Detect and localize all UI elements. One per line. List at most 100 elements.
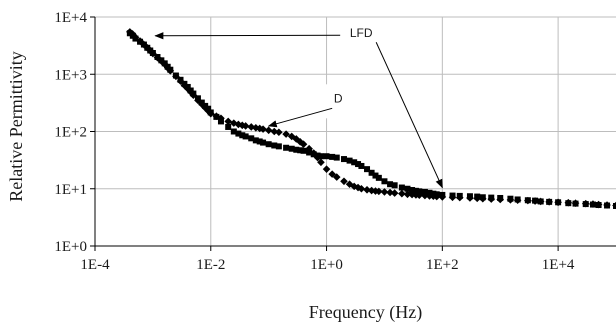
data-point-square: [358, 162, 365, 169]
annotations: LFD D: [154, 23, 443, 189]
data-point-square: [288, 145, 295, 152]
data-point-square: [329, 153, 336, 160]
data-point-diamond: [204, 106, 212, 115]
data-point-square: [372, 172, 379, 179]
data-point-diamond: [375, 187, 383, 196]
data-point-square: [265, 141, 272, 148]
data-point-diamond: [390, 189, 399, 197]
data-point-diamond: [305, 144, 313, 153]
data-point-diamond: [313, 153, 322, 162]
data-point-diamond: [131, 33, 140, 42]
data-point-diamond: [545, 198, 553, 206]
data-point-square: [368, 169, 375, 176]
data-point-square: [416, 188, 423, 195]
series-diamond: [126, 28, 616, 210]
data-point-diamond: [136, 37, 144, 45]
data-point-diamond: [180, 81, 189, 90]
data-point-diamond: [386, 188, 394, 197]
data-point-diamond: [589, 200, 597, 208]
data-point-diamond: [238, 121, 247, 130]
data-point-square: [355, 161, 362, 168]
data-point-square: [252, 137, 259, 144]
data-point-square: [293, 146, 300, 153]
data-point-diamond: [594, 200, 603, 209]
grid: [95, 16, 616, 246]
data-point-diamond: [603, 201, 611, 209]
data-point-diamond: [217, 114, 225, 123]
data-point-square: [404, 185, 411, 192]
data-point-diamond: [524, 196, 532, 205]
data-point-diamond: [438, 193, 447, 201]
data-point-diamond: [264, 126, 273, 135]
data-point-square: [235, 130, 242, 137]
data-point-diamond: [581, 199, 590, 208]
data-point-square: [300, 147, 307, 154]
data-point-diamond: [241, 122, 250, 130]
data-point-diamond: [513, 196, 522, 205]
data-point-diamond: [403, 190, 412, 199]
series-square: [126, 30, 616, 209]
lfd-arrow-left: [154, 32, 341, 40]
d-label-background: [314, 84, 355, 119]
data-point-diamond: [309, 149, 318, 157]
data-point-diamond: [350, 182, 358, 191]
data-point-diamond: [332, 173, 341, 181]
data-point-square: [364, 166, 371, 173]
data-point-diamond: [354, 183, 362, 192]
data-point-diamond: [255, 124, 264, 133]
data-point-square: [297, 147, 304, 154]
data-point-square: [230, 128, 237, 135]
data-point-square: [351, 159, 358, 166]
data-point-diamond: [317, 158, 325, 167]
data-point-diamond: [506, 196, 515, 204]
data-point-diamond: [363, 185, 371, 194]
y-tick-label: 1E+0: [54, 239, 87, 255]
data-point-square: [239, 132, 246, 139]
lfd-label-background: [340, 23, 383, 42]
data-point-diamond: [380, 188, 389, 196]
data-point-diamond: [487, 195, 496, 203]
data-point-diamond: [146, 46, 155, 55]
data-point-diamond: [143, 43, 152, 52]
data-point-diamond: [183, 84, 192, 93]
axes: [90, 16, 616, 251]
y-tick-label: 1E+1: [54, 182, 87, 198]
data-point-square: [387, 181, 394, 188]
data-point-square: [375, 174, 382, 181]
data-point-square: [275, 143, 282, 150]
data-point-diamond: [259, 125, 267, 133]
data-point-square: [391, 182, 398, 189]
data-point-diamond: [176, 77, 185, 85]
data-point-diamond: [224, 117, 233, 126]
x-axis-title: Frequency (Hz): [309, 302, 422, 323]
data-point-diamond: [287, 132, 296, 141]
x-tick-label: 1E+2: [426, 257, 459, 273]
data-point-diamond: [536, 197, 545, 206]
data-point-square: [283, 144, 290, 151]
data-point-diamond: [328, 170, 336, 178]
data-point-diamond: [322, 165, 331, 173]
data-point-diamond: [466, 194, 474, 202]
data-point-square: [409, 187, 416, 194]
data-point-diamond: [571, 199, 580, 207]
data-point-diamond: [189, 91, 198, 100]
data-point-square: [271, 142, 278, 149]
data-point-square: [248, 135, 255, 142]
data-point-square: [346, 157, 353, 164]
data-point-square: [398, 184, 405, 191]
data-point-diamond: [345, 180, 354, 189]
data-point-diamond: [421, 191, 429, 200]
series-group: [126, 28, 616, 210]
data-point-square: [260, 139, 267, 146]
y-tick-label: 1E+4: [54, 10, 87, 26]
lfd-label: LFD: [350, 26, 373, 40]
data-point-diamond: [612, 201, 616, 210]
x-tick-label: 1E+4: [542, 257, 575, 273]
y-tick-label: 1E+3: [54, 67, 87, 83]
data-point-diamond: [398, 189, 406, 198]
data-point-square: [381, 178, 388, 185]
data-point-diamond: [531, 197, 539, 205]
d-label: D: [334, 91, 343, 105]
y-tick-label: 1E+2: [54, 125, 87, 141]
